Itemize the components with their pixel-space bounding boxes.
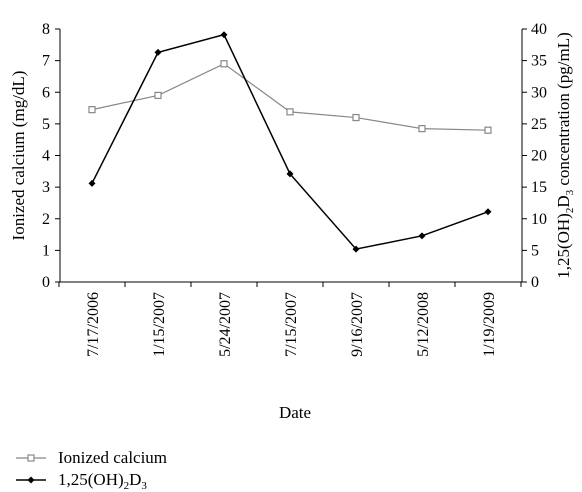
y-left-tick-label: 6 [42,84,50,101]
y-right-tick-label: 40 [531,21,547,38]
y-left-tick-label: 4 [42,148,50,165]
y-right-tick-label: 10 [531,211,547,228]
axes [59,29,523,283]
series-layer [88,31,492,253]
x-tick-label: 5/12/2008 [415,292,432,357]
y-left-tick-label: 1 [42,242,50,259]
y-right-tick-label: 20 [531,148,547,165]
x-tick-label: 5/24/2007 [217,292,234,357]
data-point-ionized-calcium [88,106,96,114]
y-right-title-sub2: 3 [564,189,576,195]
legend-item-vitamin-d: 1,25(OH)2D3 [16,470,147,492]
y-right-tick-label: 0 [531,274,539,291]
y-right-axis-title: 1,25(OH)2D3 concentration (pg/mL) [554,32,576,279]
y-right-tick-label: 25 [531,116,547,133]
x-tick-label: 9/16/2007 [349,292,366,357]
y-right-tick-label: 15 [531,179,547,196]
y-left-tick-label: 3 [42,179,50,196]
data-point-ionized-calcium [154,91,162,100]
y-left-tick-label: 8 [42,21,50,38]
legend: Ionized calcium 1,25(OH)2D3 [16,448,167,492]
y-right-title-suffix: concentration (pg/mL) [554,32,573,190]
y-right-title-prefix: 1,25(OH) [554,213,573,279]
legend-item-ionized-calcium: Ionized calcium [16,448,167,467]
data-point-vitamin-d [220,31,228,39]
series-line-vitamin-d [91,33,489,250]
legend-label-vitamin-d-sub2: 3 [141,480,147,492]
y-right-title-sub1: 2 [564,208,576,214]
y-right-tick-label: 30 [531,84,547,101]
y-right-title-mid: D [554,195,573,207]
y-left-tick-label: 7 [42,53,50,70]
data-point-vitamin-d [88,179,96,187]
data-point-ionized-calcium [352,113,360,122]
left-axis-ticks: 0 1 2 3 4 5 6 7 8 [42,21,60,291]
data-point-vitamin-d [286,170,294,178]
legend-label-vitamin-d-mid: D [129,470,141,489]
legend-marker-ionized-calcium [27,454,35,462]
x-tick-label: 7/15/2007 [283,292,300,357]
series-line-ionized-calcium [91,63,489,131]
data-point-vitamin-d [154,48,162,56]
data-point-ionized-calcium [220,60,228,68]
x-tick-label: 1/19/2009 [481,292,498,357]
data-point-ionized-calcium [418,125,426,133]
data-point-ionized-calcium [484,126,492,134]
x-axis-ticks: 7/17/2006 1/15/2007 5/24/2007 7/15/2007 9/16… [58,282,522,357]
right-axis-ticks: 0 5 10 15 20 25 30 35 40 [522,21,547,291]
data-point-vitamin-d [484,208,492,216]
data-point-ionized-calcium [286,108,294,116]
y-right-tick-label: 5 [531,242,539,259]
y-left-tick-label: 5 [42,116,50,133]
data-point-vitamin-d [352,245,360,253]
legend-marker-vitamin-d [27,476,35,484]
legend-label-vitamin-d-sub1: 2 [124,480,130,492]
x-tick-label: 7/17/2006 [85,292,102,357]
x-axis-title: Date [279,403,311,422]
y-left-tick-label: 0 [42,274,50,291]
legend-label-ionized-calcium: Ionized calcium [58,448,167,467]
x-tick-label: 1/15/2007 [151,292,168,357]
y-right-tick-label: 35 [531,53,547,70]
y-left-tick-label: 2 [42,211,50,228]
legend-label-vitamin-d-prefix: 1,25(OH) [58,470,124,489]
data-point-vitamin-d [418,232,426,240]
y-left-axis-title: Ionized calcium (mg/dL) [9,71,28,241]
legend-label-vitamin-d: 1,25(OH)2D3 [58,470,147,492]
